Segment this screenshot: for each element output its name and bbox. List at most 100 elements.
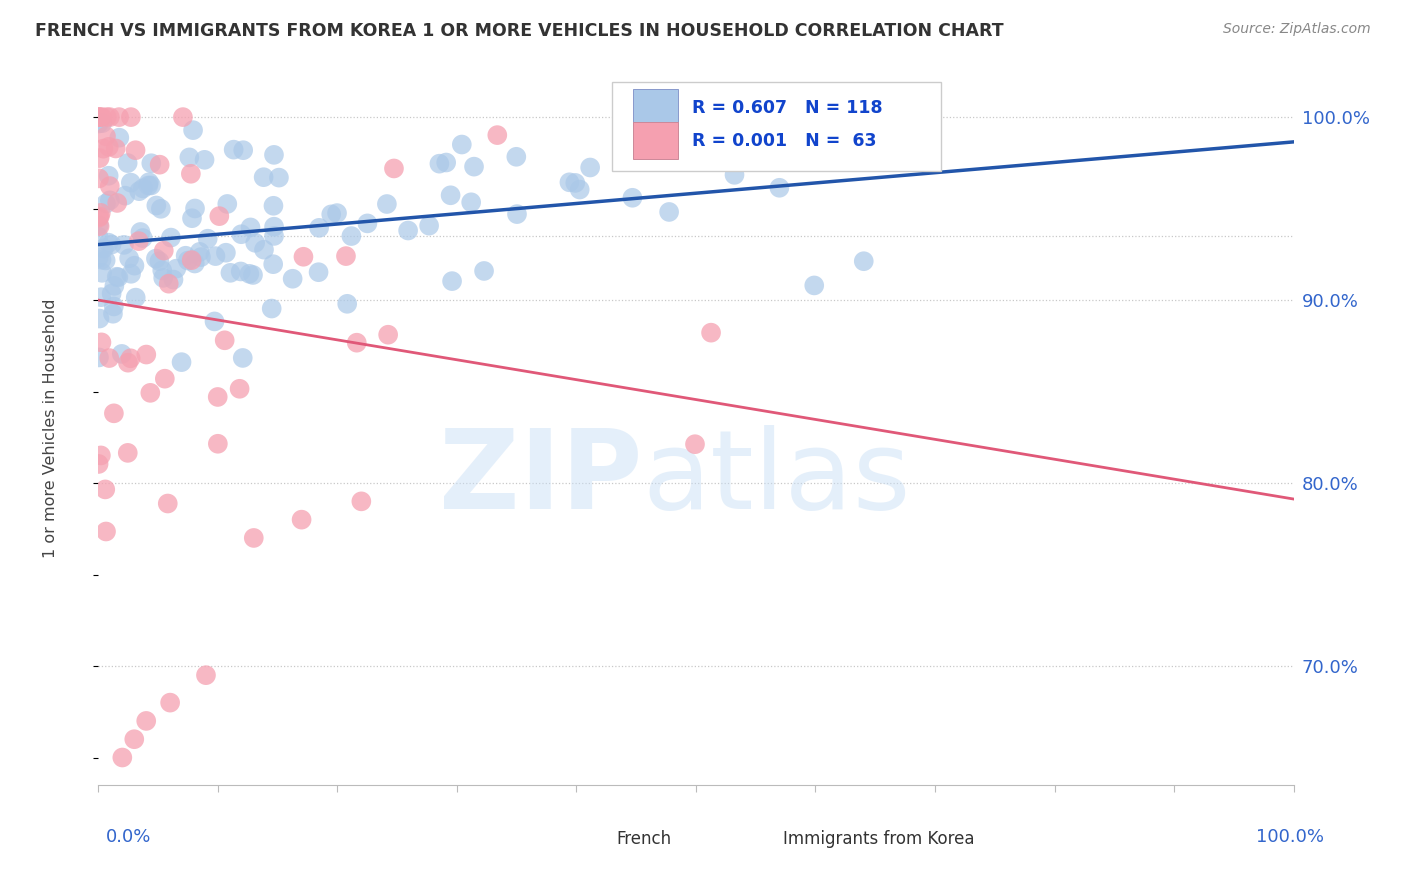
Point: [120, 110, 142, 124]
Point: [700, 326, 723, 340]
Point: [243, 531, 266, 545]
Point: [179, 150, 201, 164]
Point: [242, 268, 264, 282]
Point: [335, 249, 357, 263]
Point: [108, 110, 131, 124]
Point: [111, 750, 134, 764]
FancyBboxPatch shape: [613, 82, 941, 171]
Point: [87, 218, 110, 232]
Text: French: French: [616, 830, 671, 848]
Point: [429, 156, 451, 170]
Point: [267, 170, 290, 185]
Point: [100, 286, 122, 301]
Point: [98, 179, 121, 194]
Point: [87, 116, 110, 130]
Point: [207, 390, 229, 404]
Point: [125, 291, 148, 305]
Text: 1 or more Vehicles in Household: 1 or more Vehicles in Household: [44, 299, 58, 558]
Point: [195, 668, 218, 682]
Point: [434, 155, 457, 169]
Point: [87, 171, 110, 186]
Point: [564, 176, 586, 190]
Point: [160, 230, 183, 244]
Point: [94, 253, 117, 268]
Point: [120, 351, 142, 366]
Point: [139, 385, 162, 400]
Point: [450, 137, 472, 152]
Point: [156, 496, 179, 510]
Point: [87, 457, 110, 471]
Point: [104, 141, 127, 155]
Point: [207, 436, 229, 450]
Point: [162, 272, 184, 286]
Point: [418, 219, 440, 233]
Point: [90, 290, 112, 304]
Point: [232, 143, 254, 157]
Point: [238, 267, 260, 281]
Point: [396, 223, 419, 237]
Point: [193, 153, 215, 167]
Point: [118, 252, 141, 266]
Point: [91, 266, 114, 280]
Point: [87, 211, 110, 225]
Point: [174, 249, 197, 263]
Point: [107, 270, 129, 285]
Point: [96, 110, 118, 124]
Point: [132, 181, 155, 195]
Point: [112, 238, 135, 252]
Point: [219, 266, 242, 280]
Point: [89, 110, 111, 124]
Point: [658, 205, 681, 219]
Point: [505, 150, 527, 164]
Point: [87, 110, 110, 124]
Point: [135, 714, 157, 728]
Point: [100, 237, 122, 252]
Point: [159, 696, 181, 710]
Point: [145, 198, 167, 212]
Point: [90, 252, 112, 267]
Point: [197, 232, 219, 246]
Bar: [633, 122, 678, 159]
Point: [149, 158, 172, 172]
Point: [153, 372, 176, 386]
Point: [94, 196, 117, 211]
Point: [180, 253, 202, 268]
Point: [94, 483, 117, 497]
Point: [152, 271, 174, 285]
Point: [346, 335, 368, 350]
Point: [180, 167, 202, 181]
Point: [141, 156, 163, 170]
Point: [281, 271, 304, 285]
Text: R = 0.607   N = 118: R = 0.607 N = 118: [692, 99, 883, 117]
Point: [848, 110, 870, 124]
Point: [97, 235, 120, 250]
Point: [231, 227, 253, 242]
Point: [138, 175, 160, 189]
Point: [103, 406, 125, 420]
Point: [148, 254, 170, 268]
Point: [101, 307, 124, 321]
Point: [90, 449, 112, 463]
Point: [204, 314, 226, 328]
Point: [377, 327, 399, 342]
Point: [253, 243, 276, 257]
Point: [214, 333, 236, 347]
Point: [172, 110, 194, 124]
Point: [326, 206, 349, 220]
Point: [87, 251, 110, 265]
Point: [340, 229, 363, 244]
Text: Immigrants from Korea: Immigrants from Korea: [783, 830, 974, 848]
Text: atlas: atlas: [643, 425, 911, 532]
Point: [89, 311, 111, 326]
Bar: [633, 89, 678, 127]
Point: [98, 110, 121, 124]
Point: [138, 178, 160, 193]
Bar: [571, 826, 605, 853]
Point: [747, 132, 769, 146]
Point: [135, 347, 157, 361]
Point: [91, 116, 114, 130]
Point: [460, 195, 482, 210]
Point: [439, 188, 461, 202]
Point: [506, 207, 529, 221]
Point: [91, 110, 114, 124]
